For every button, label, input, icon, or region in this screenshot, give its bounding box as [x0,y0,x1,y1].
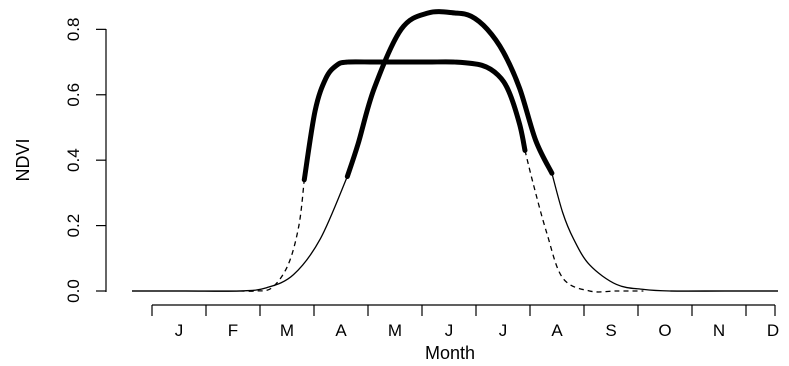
month-label: O [658,321,671,340]
x-ticks [151,305,776,316]
plot-area [131,9,778,293]
series-2-thin-rise [131,176,348,292]
month-label: D [767,321,779,340]
y-tick-label: 0.4 [64,148,83,172]
series-1-thin-rise [239,179,305,292]
month-label: M [280,321,294,340]
month-label: A [551,321,563,340]
series-1-growing-season [301,59,528,183]
month-label: N [713,321,725,340]
month-label: J [499,321,508,340]
month-label: J [175,321,184,340]
month-label: J [445,321,454,340]
y-tick-label: 0.2 [64,214,83,238]
y-tick-label: 0.6 [64,83,83,107]
month-label: S [605,321,616,340]
y-axis-title: NDVI [13,138,33,181]
series-1-thin-decline [524,150,644,293]
y-ticks: 0.0 0.2 0.4 0.6 0.8 [64,18,106,303]
month-label: A [335,321,347,340]
y-tick-label: 0.8 [64,18,83,42]
y-tick-label: 0.0 [64,279,83,303]
series-2-thin-decline [551,173,778,292]
month-label: M [388,321,402,340]
month-label: F [228,321,238,340]
x-axis-title: Month [425,343,475,363]
series-2-growing-season [344,9,555,180]
